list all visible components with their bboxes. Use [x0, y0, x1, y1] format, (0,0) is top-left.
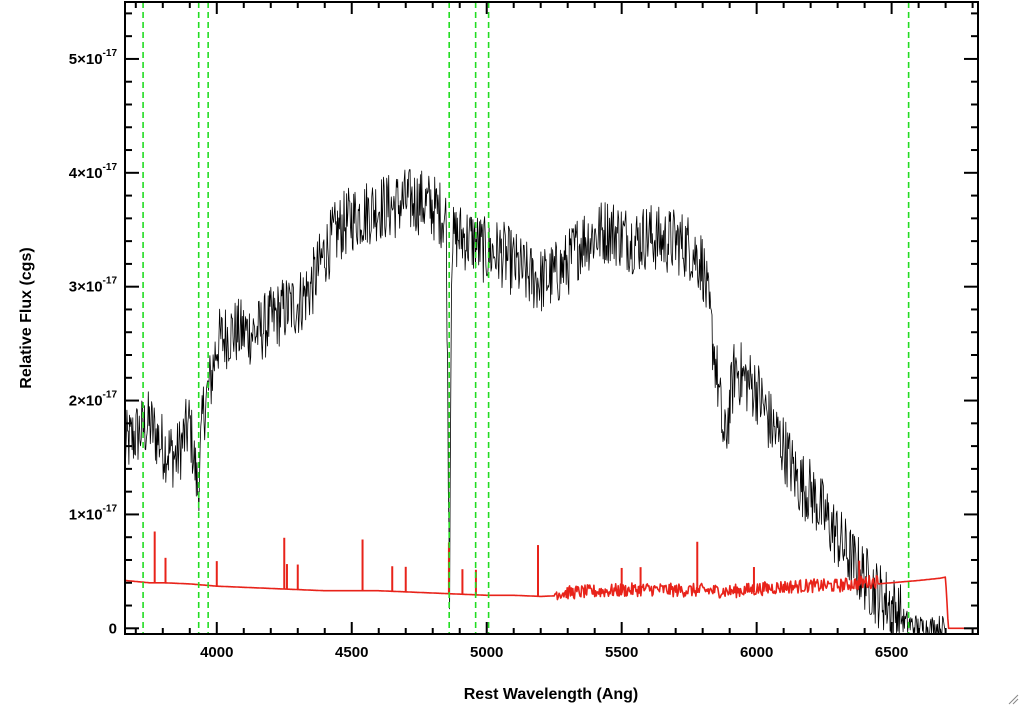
x-tick-label: 5000: [470, 644, 503, 661]
y-axis-title: Relative Flux (cgs): [18, 247, 35, 388]
y-tick-label: 2×10-17: [69, 390, 118, 410]
y-tick-mantissa: 1×10: [69, 506, 103, 523]
y-tick-exponent: -17: [103, 276, 118, 287]
y-tick-mantissa: 2×10: [69, 393, 103, 410]
y-tick-mantissa: 3×10: [69, 279, 103, 296]
x-tick-label: 6000: [740, 644, 773, 661]
series-model-spectrum: [124, 574, 978, 630]
y-tick-exponent: -17: [103, 503, 118, 514]
y-tick-label: 5×10-17: [69, 48, 118, 68]
tick-labels: 4000 4500 5000 5500 6000 650001×10-172×10-173…: [69, 48, 909, 661]
y-tick-label: 4×10-17: [69, 162, 118, 182]
x-axis-title: Rest Wavelength (Ang): [464, 686, 639, 703]
y-tick-mantissa: 5×10: [69, 51, 103, 68]
y-tick-exponent: -17: [103, 48, 118, 59]
y-tick-exponent: -17: [103, 390, 118, 401]
y-tick-exponent: -17: [103, 162, 118, 173]
series-observed-spectrum: [124, 169, 946, 635]
axis-ticks: [125, 2, 978, 634]
y-tick-label: 0: [109, 620, 117, 637]
x-tick-label: 4500: [335, 644, 368, 661]
y-tick-label: 1×10-17: [69, 503, 118, 523]
x-tick-label: 4000: [200, 644, 233, 661]
x-tick-label: 6500: [875, 644, 908, 661]
plot-frame: [124, 1, 979, 635]
resize-grip-icon[interactable]: [1008, 694, 1019, 705]
y-tick-mantissa: 0: [109, 620, 117, 637]
y-tick-mantissa: 4×10: [69, 165, 103, 182]
x-tick-label: 5500: [605, 644, 638, 661]
y-tick-label: 3×10-17: [69, 276, 118, 296]
plot-area: [124, 2, 978, 635]
